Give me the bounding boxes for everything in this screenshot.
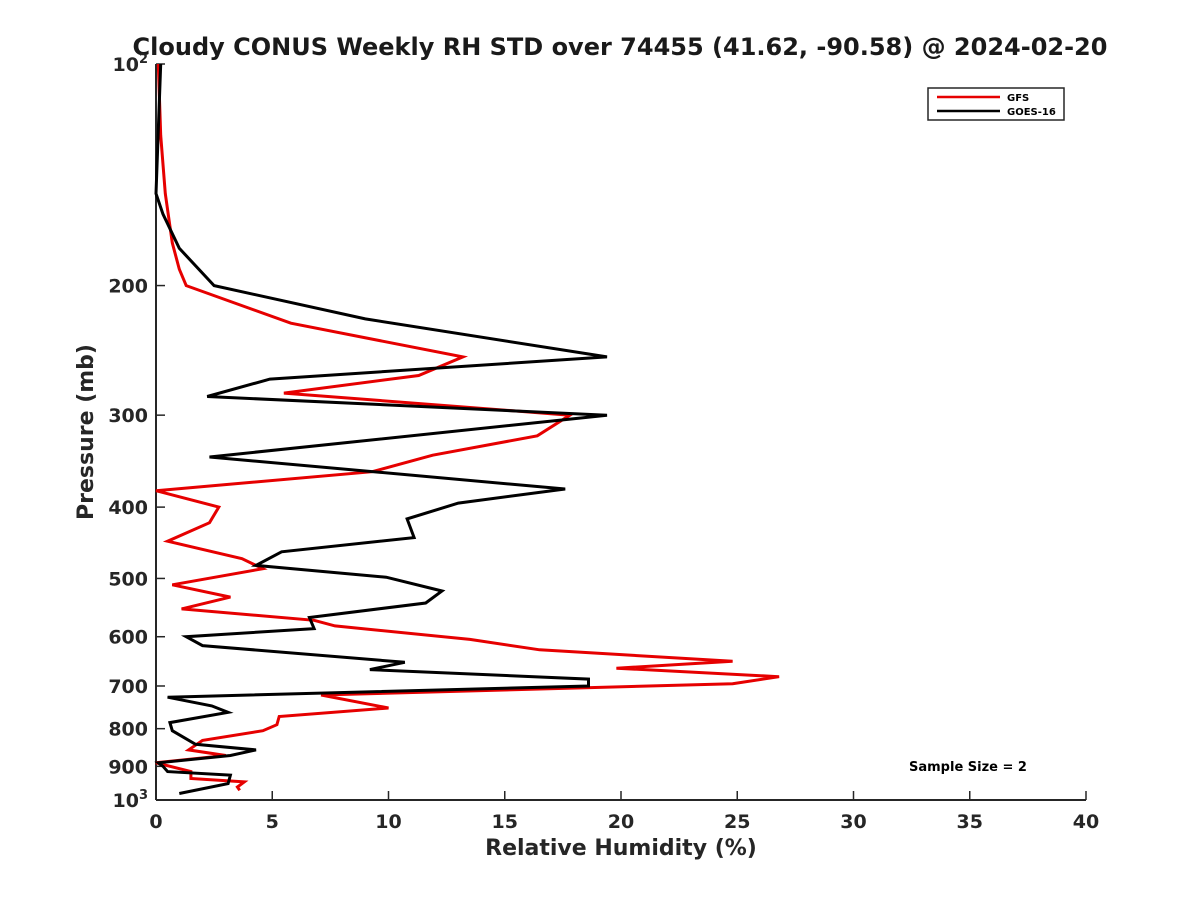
legend: GFS GOES-16 <box>927 87 1065 121</box>
x-tick-label: 40 <box>1073 811 1099 833</box>
x-tick-label: 20 <box>608 811 634 833</box>
chart-title: Cloudy CONUS Weekly RH STD over 74455 (4… <box>133 33 1108 61</box>
series-line-goes-16 <box>154 63 608 795</box>
plot-area <box>155 64 1086 801</box>
y-tick-label: 900 <box>108 756 148 778</box>
x-tick-label: 25 <box>724 811 750 833</box>
x-tick-label: 0 <box>149 811 162 833</box>
y-tick-label: 200 <box>108 276 148 298</box>
x-axis-label: Relative Humidity (%) <box>485 836 757 861</box>
y-tick-label: 600 <box>108 627 148 649</box>
series-line-gfs <box>155 63 780 792</box>
y-tick-label: 700 <box>108 676 148 698</box>
y-tick-label: 103 <box>113 788 149 812</box>
legend-label-goes-16: GOES-16 <box>1007 107 1056 118</box>
x-tick-label: 15 <box>492 811 518 833</box>
x-tick-label: 30 <box>840 811 866 833</box>
sample-size-annotation: Sample Size = 2 <box>909 760 1027 775</box>
x-tick-label: 5 <box>266 811 279 833</box>
y-tick-label: 500 <box>108 568 148 590</box>
y-axis-label: Pressure (mb) <box>74 344 99 520</box>
y-tick-label: 300 <box>108 405 148 427</box>
y-tick-label: 800 <box>108 719 148 741</box>
x-axis-ticks: 0 5 10 15 20 25 30 35 40 <box>149 791 1099 833</box>
y-tick-label: 400 <box>108 497 148 519</box>
x-tick-label: 35 <box>957 811 983 833</box>
y-axis-ticks: 102 200 300 400 500 600 700 800 900 103 <box>108 52 165 812</box>
legend-label-gfs: GFS <box>1007 93 1029 104</box>
series-lines <box>154 63 780 795</box>
y-tick-label: 102 <box>113 52 149 76</box>
x-tick-label: 10 <box>375 811 401 833</box>
legend-box <box>927 87 1065 121</box>
